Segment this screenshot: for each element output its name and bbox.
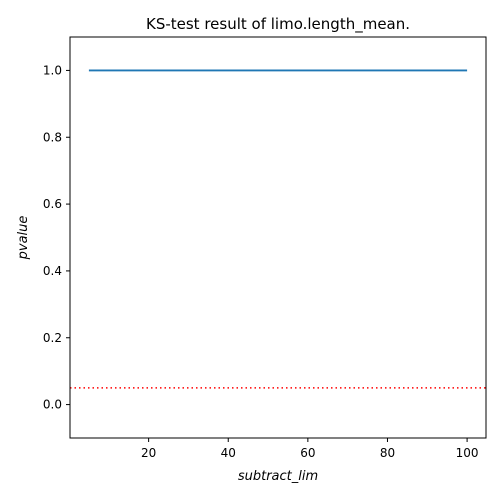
y-tick-label: 0.2 (43, 331, 62, 345)
x-axis-label: subtract_lim (238, 469, 318, 484)
x-axis-ticks: 20 40 60 80 100 (141, 438, 479, 460)
x-tick-label: 40 (221, 446, 236, 460)
y-tick-label: 0.8 (43, 130, 62, 144)
x-tick-label: 20 (141, 446, 156, 460)
axes-frame (69, 36, 487, 439)
y-tick-label: 0.6 (43, 197, 62, 211)
x-tick-label: 80 (380, 446, 395, 460)
y-tick-label: 1.0 (43, 63, 62, 77)
y-tick-label: 0.0 (43, 398, 62, 412)
x-tick-label: 60 (300, 446, 315, 460)
plot-marks (70, 69, 486, 389)
y-tick-label: 0.4 (43, 264, 62, 278)
chart-title: KS-test result of limo.length_mean. (146, 15, 410, 34)
y-axis-label: pvalue (16, 216, 31, 261)
x-tick-label: 100 (456, 446, 479, 460)
y-axis-ticks: 0.0 0.2 0.4 0.6 0.8 1.0 (43, 63, 70, 412)
